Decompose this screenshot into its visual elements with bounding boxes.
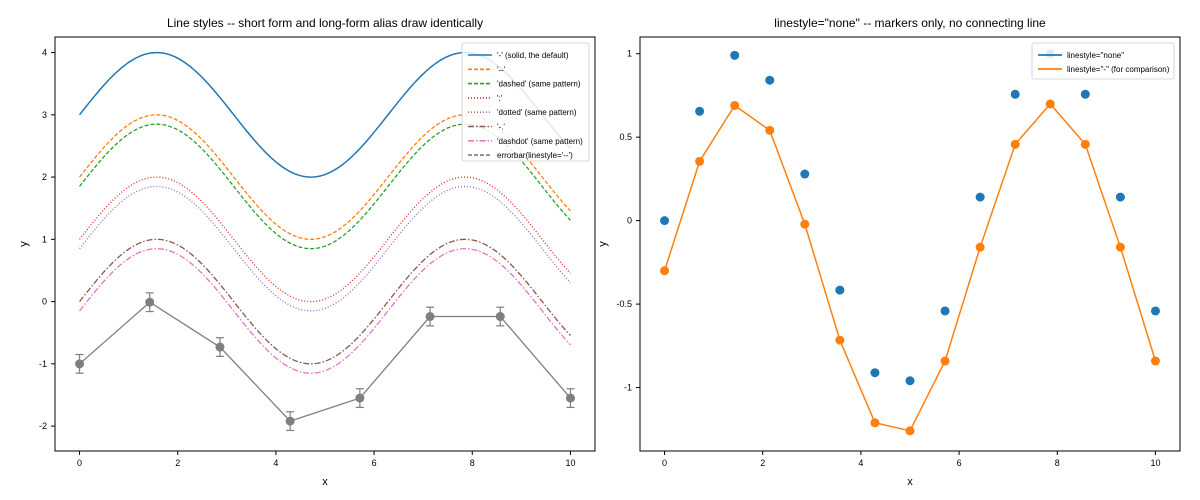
line-style-curve-3 (79, 176, 571, 303)
series-1-marker (1080, 139, 1090, 149)
line-styles-x-axis-label: x (322, 476, 328, 488)
markers-only-x-tick-label: 2 (760, 458, 765, 468)
markers-only-legend: linestyle="none" linestyle="-" (for compa… (1031, 42, 1175, 80)
markers-only-plot-area (660, 49, 1160, 436)
legend-label-7: errorbar(linestyle='--') (497, 151, 573, 160)
errorbar-marker (565, 393, 575, 403)
series-0-marker (800, 169, 810, 179)
errorbar-marker (355, 393, 365, 403)
errorbar-marker (425, 312, 435, 322)
markers-only-axes-frame (639, 36, 1181, 452)
line-styles-axes-frame (54, 36, 596, 452)
line-styles-x-tick-label: 8 (470, 458, 475, 468)
line-styles-y-tick-label: 2 (42, 172, 47, 182)
line-styles-legend: '-' (solid, the default) '--' 'dashed' (sa… (461, 42, 590, 162)
line-styles-panel: Line styles -- short form and long-form … (18, 16, 596, 488)
errorbar-marker (145, 297, 155, 307)
legend-label-4: 'dotted' (same pattern) (497, 108, 577, 117)
series-0-marker (660, 216, 670, 226)
line-styles-legend-box (461, 42, 590, 162)
line-styles-x-tick-label: 10 (565, 458, 575, 468)
markers-only-x-tick-label: 8 (1055, 458, 1060, 468)
legend-label-1: linestyle="-" (for comparison) (1067, 65, 1170, 74)
series-0-marker (975, 192, 985, 202)
markers-only-x-tick-label: 10 (1150, 458, 1160, 468)
series-1-marker (1115, 242, 1125, 252)
line-style-curve-5 (79, 238, 571, 365)
markers-only-y-tick-label: 0 (627, 216, 632, 226)
legend-label-0: linestyle="none" (1067, 51, 1124, 60)
line-styles-ticks: 0 2 4 6 8 10 -2 -1 0 1 2 3 4 (39, 48, 575, 468)
series-1-marker (940, 356, 950, 366)
line-styles-y-tick-label: 4 (42, 48, 47, 58)
markers-only-y-tick-label: 1 (627, 49, 632, 59)
series-1-marker (1045, 99, 1055, 109)
series-1-marker (660, 266, 670, 276)
markers-only-panel: linestyle="none" -- markers only, no con… (597, 16, 1181, 488)
legend-label-1: '--' (497, 65, 506, 74)
markers-only-x-tick-label: 4 (858, 458, 863, 468)
series-0-marker (730, 50, 740, 60)
line-styles-y-tick-label: -2 (39, 421, 47, 431)
series-0-marker (835, 285, 845, 295)
markers-only-x-axis-label: x (907, 476, 913, 488)
series-0-marker (1080, 89, 1090, 99)
line-styles-y-tick-label: -1 (39, 359, 47, 369)
line-styles-y-tick-label: 1 (42, 234, 47, 244)
series-0-marker (905, 376, 915, 386)
markers-only-y-tick-label: -0.5 (616, 299, 632, 309)
line-styles-x-tick-label: 6 (372, 458, 377, 468)
line-styles-y-tick-label: 3 (42, 110, 47, 120)
legend-label-5: '-.' (497, 123, 505, 132)
series-1-marker (870, 418, 880, 428)
markers-only-y-axis-label: y (597, 241, 609, 247)
markers-only-x-tick-label: 6 (957, 458, 962, 468)
line-styles-x-tick-label: 4 (273, 458, 278, 468)
series-0-marker (870, 368, 880, 378)
errorbar-marker (75, 359, 85, 369)
legend-label-2: 'dashed' (same pattern) (497, 80, 581, 89)
series-1-marker (1150, 356, 1160, 366)
markers-only-ticks: 0 2 4 6 8 10 -1 -0.5 0 0.5 1 (616, 49, 1160, 468)
errorbar-connecting-line (79, 301, 571, 422)
markers-only-title: linestyle="none" -- markers only, no con… (774, 16, 1046, 30)
line-styles-y-tick-label: 0 (42, 297, 47, 307)
series-0-marker (1115, 192, 1125, 202)
series-1-marker (800, 219, 810, 229)
legend-label-3: ':' (497, 94, 503, 103)
series-0-marker (1150, 306, 1160, 316)
line-styles-x-tick-label: 2 (175, 458, 180, 468)
series-1-marker (975, 242, 985, 252)
errorbar-marker (215, 342, 225, 352)
series-1-marker (1010, 139, 1020, 149)
line-styles-y-axis-label: y (18, 241, 30, 247)
line-style-curve-6 (79, 248, 571, 374)
series-0-marker (765, 75, 775, 85)
line-styles-x-tick-label: 0 (77, 458, 82, 468)
legend-label-6: 'dashdot' (same pattern) (497, 137, 583, 146)
series-1-marker (905, 426, 915, 436)
series-0-marker (940, 306, 950, 316)
markers-only-x-tick-label: 0 (662, 458, 667, 468)
series-0-marker (695, 106, 705, 116)
errorbar-marker (285, 416, 295, 426)
markers-only-y-tick-label: -1 (624, 383, 632, 393)
series-0-marker (1010, 89, 1020, 99)
line-style-curve-4 (79, 185, 571, 312)
markers-only-y-tick-label: 0.5 (619, 132, 632, 142)
series-1-marker (695, 156, 705, 166)
series-1-marker (730, 100, 740, 110)
errorbar-marker (495, 312, 505, 322)
line-styles-title: Line styles -- short form and long-form … (167, 16, 483, 30)
series-1-marker (835, 335, 845, 345)
legend-label-0: '-' (solid, the default) (497, 51, 569, 60)
series-1-marker (765, 125, 775, 135)
markers-only-legend-box (1031, 42, 1175, 80)
